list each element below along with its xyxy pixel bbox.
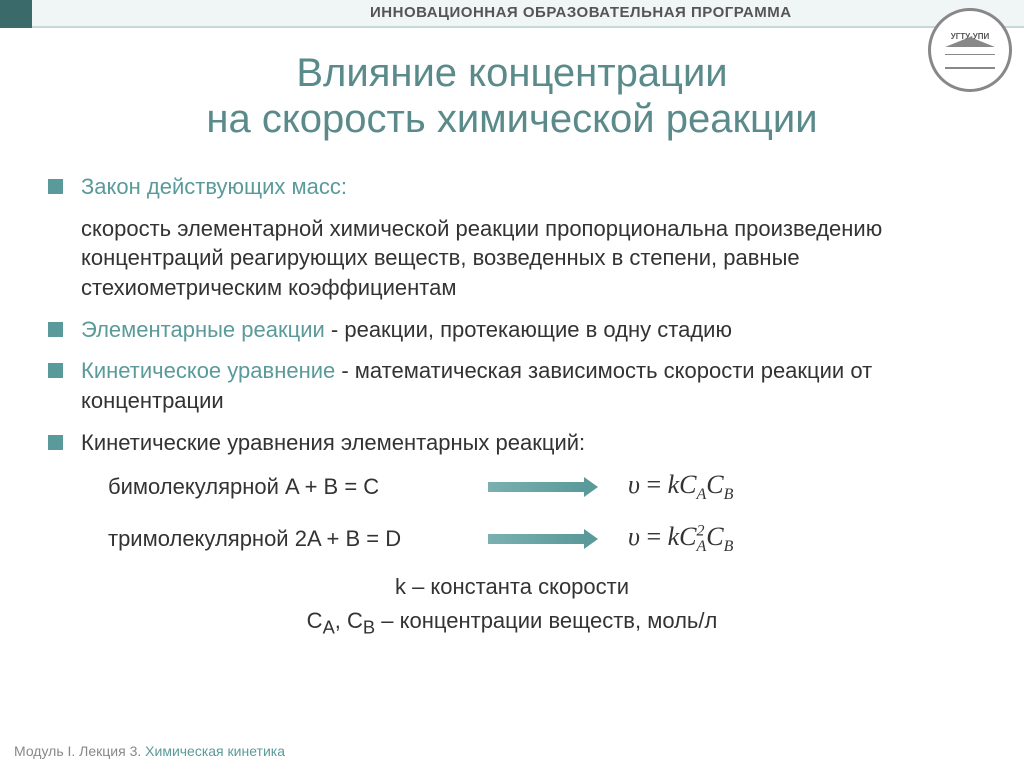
bullet-2: Элементарные реакции - реакции, протекаю…	[48, 315, 976, 345]
equation-row-2: тримолекулярной 2A + B = D υ = kC2ACB	[108, 522, 976, 556]
bullet-4-text: Кинетические уравнения элементарных реак…	[81, 428, 585, 458]
header-accent	[0, 0, 32, 28]
bullet-3-label: Кинетическое уравнение	[81, 358, 335, 383]
footer-topic: Химическая кинетика	[145, 743, 285, 759]
bullet-2-text: Элементарные реакции - реакции, протекаю…	[81, 315, 732, 345]
bullet-1: Закон действующих масс:	[48, 172, 976, 202]
bullet-icon	[48, 435, 63, 450]
bullet-4: Кинетические уравнения элементарных реак…	[48, 428, 976, 458]
note-c: CA, CB – концентрации веществ, моль/л	[48, 608, 976, 638]
content-area: Закон действующих масс: скорость элемент…	[48, 172, 976, 646]
eq1-label: бимолекулярной A + B = C	[108, 474, 458, 500]
bullet-1-text: Закон действующих масс:	[81, 172, 347, 202]
title-line1: Влияние концентрации	[296, 51, 727, 95]
bullet-1-label: Закон действующих масс:	[81, 174, 347, 199]
footer: Модуль I. Лекция 3. Химическая кинетика	[14, 743, 285, 759]
arrow-icon	[488, 477, 598, 497]
bullet-3-text: Кинетическое уравнение - математическая …	[81, 356, 976, 415]
eq2-label: тримолекулярной 2A + B = D	[108, 526, 458, 552]
bullet-2-label: Элементарные реакции	[81, 317, 325, 342]
eq1-formula: υ = kCACB	[628, 470, 733, 504]
bullet-3: Кинетическое уравнение - математическая …	[48, 356, 976, 415]
note-k: k – константа скорости	[48, 574, 976, 600]
eq2-formula: υ = kC2ACB	[628, 522, 733, 556]
bullet-1-body: скорость элементарной химической реакции…	[81, 214, 976, 303]
equation-row-1: бимолекулярной A + B = C υ = kCACB	[108, 470, 976, 504]
title-line2: на скорость химической реакции	[206, 97, 817, 141]
footer-module: Модуль I. Лекция 3.	[14, 743, 145, 759]
bullet-icon	[48, 363, 63, 378]
bullet-icon	[48, 179, 63, 194]
bullet-2-body: - реакции, протекающие в одну стадию	[325, 317, 732, 342]
slide-title: Влияние концентрации на скорость химичес…	[0, 50, 1024, 142]
arrow-icon	[488, 529, 598, 549]
bullet-icon	[48, 322, 63, 337]
program-header: ИННОВАЦИОННАЯ ОБРАЗОВАТЕЛЬНАЯ ПРОГРАММА	[370, 4, 792, 21]
notes-block: k – константа скорости CA, CB – концентр…	[48, 574, 976, 638]
equations-block: бимолекулярной A + B = C υ = kCACB тримо…	[108, 470, 976, 556]
